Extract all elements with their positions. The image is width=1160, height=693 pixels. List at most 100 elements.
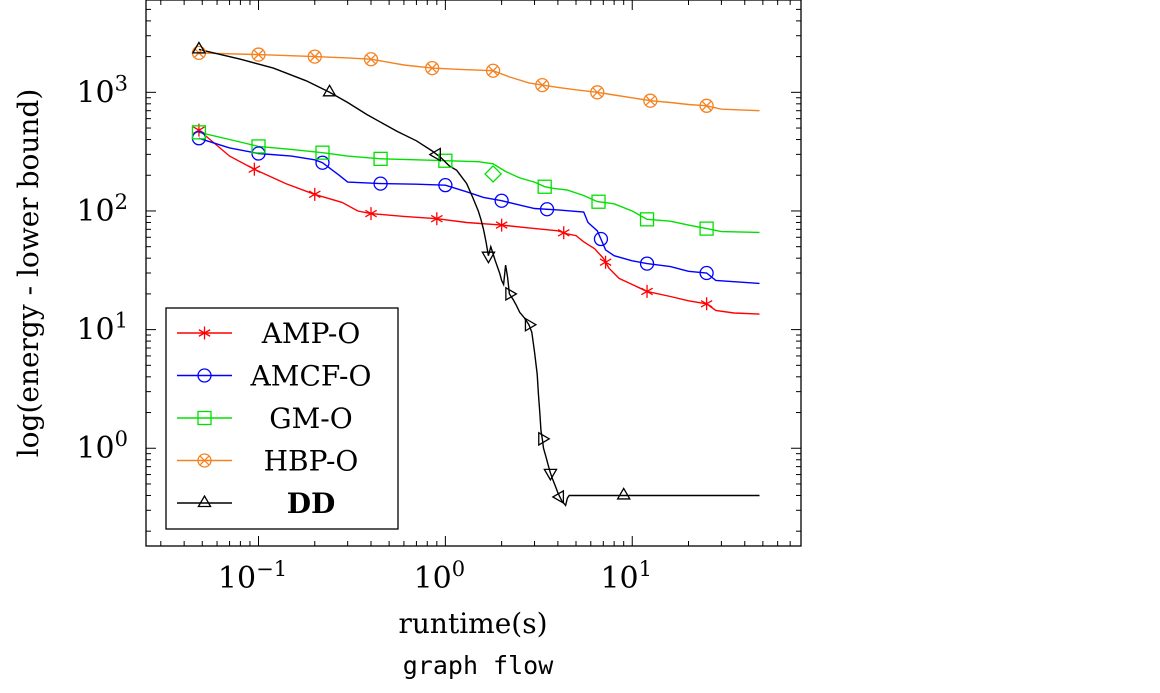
star-marker-stroke xyxy=(248,165,261,173)
circle-x-cross xyxy=(365,54,377,65)
legend-label-dd: DD xyxy=(287,487,336,520)
chart-caption: graph flow xyxy=(403,651,554,680)
triangle-marker xyxy=(543,468,558,482)
series-line-amcf-o xyxy=(198,137,760,285)
square-marker xyxy=(373,151,388,166)
x-tick-label: 101 xyxy=(600,557,652,596)
y-tick-exponent: 2 xyxy=(115,190,128,214)
x-tick-exponent: 1 xyxy=(639,557,652,581)
x-tick-exponent: −1 xyxy=(256,557,287,581)
legend-label-hbp-o: HBP-O xyxy=(264,445,359,478)
square-marker xyxy=(191,125,207,140)
circle-x-cross xyxy=(537,80,548,91)
square-marker xyxy=(197,410,212,426)
circle-marker xyxy=(197,368,212,383)
star-marker-stroke xyxy=(599,258,612,267)
triangle-marker xyxy=(551,489,565,505)
ticks-layer xyxy=(146,0,802,546)
circle-marker xyxy=(315,155,330,170)
marker-layer xyxy=(191,41,714,505)
y-tick-label: 100 xyxy=(76,427,128,466)
legend: AMP-O AMCF-O GM-O HBP-O DD xyxy=(165,307,399,530)
y-tick-label: 102 xyxy=(76,190,128,229)
y-tick-label: 101 xyxy=(76,309,128,348)
star-marker-stroke xyxy=(641,287,653,296)
series-markers-gm-o xyxy=(191,125,714,236)
series-line-hbp-o xyxy=(198,52,760,112)
square-marker xyxy=(537,179,552,194)
series-line-dd xyxy=(198,48,760,507)
legend-marker-gm-o xyxy=(197,410,212,426)
legend-marker-amp-o xyxy=(198,326,211,340)
series-layer xyxy=(198,48,760,507)
series-markers-hbp-o xyxy=(191,45,714,113)
square-marker xyxy=(438,153,453,168)
legend-marker-dd xyxy=(197,494,212,508)
circle-x-cross xyxy=(645,95,656,106)
star-marker-stroke xyxy=(308,190,321,199)
circle-x-marker xyxy=(251,47,266,62)
star-marker-stroke xyxy=(700,299,713,308)
circle-x-marker xyxy=(425,60,440,76)
y-tick-exponent: 0 xyxy=(115,427,128,451)
series-line-gm-o xyxy=(198,131,760,234)
circle-x-marker xyxy=(485,63,501,78)
circle-x-cross xyxy=(701,100,712,111)
triangle-marker xyxy=(191,41,207,54)
triangle-marker xyxy=(428,147,441,162)
circle-marker xyxy=(699,265,714,281)
circle-x-cross xyxy=(592,87,603,98)
circle-x-cross xyxy=(488,65,499,76)
triangle-marker xyxy=(481,251,496,264)
legend-marker-amcf-o xyxy=(197,368,212,383)
circle-x-cross xyxy=(309,51,320,62)
circle-x-marker xyxy=(535,77,550,93)
x-tick-exponent: 0 xyxy=(452,557,465,581)
square-marker xyxy=(639,212,655,227)
square-marker xyxy=(591,194,606,209)
x-axis-label: runtime(s) xyxy=(399,607,548,640)
y-axis-label: log(energy - lower bound) xyxy=(12,89,45,458)
y-tick-label: 103 xyxy=(76,71,128,110)
triangle-marker xyxy=(538,431,551,447)
triangle-marker xyxy=(616,487,631,500)
circle-x-marker xyxy=(307,49,322,64)
star-marker-stroke xyxy=(495,221,508,229)
star-marker-stroke xyxy=(198,329,211,337)
star-marker-stroke xyxy=(557,228,570,237)
circle-marker xyxy=(539,202,555,217)
circle-marker xyxy=(373,176,388,191)
y-tick-exponent: 1 xyxy=(115,309,128,333)
square-marker xyxy=(315,145,330,160)
circle-x-marker xyxy=(699,98,714,113)
triangle-marker xyxy=(322,84,337,97)
circle-x-marker xyxy=(197,453,212,468)
square-marker xyxy=(699,221,714,236)
circle-marker xyxy=(639,256,655,271)
circle-x-marker xyxy=(590,85,605,100)
series-line-amp-o xyxy=(198,129,760,315)
circle-x-cross xyxy=(199,455,210,466)
x-tick-label: 100 xyxy=(414,557,466,596)
circle-marker xyxy=(438,178,453,193)
triangle-marker xyxy=(524,317,538,332)
circle-x-cross xyxy=(427,63,438,74)
plot-frame xyxy=(145,0,802,547)
circle-marker xyxy=(593,231,609,247)
circle-x-cross xyxy=(253,49,264,60)
legend-label-amp-o: AMP-O xyxy=(261,317,361,350)
series-markers-amp-o xyxy=(192,123,713,311)
legend-marker-hbp-o xyxy=(197,453,212,468)
series-markers-dd xyxy=(191,41,631,505)
circle-marker xyxy=(494,193,509,208)
legend-label-amcf-o: AMCF-O xyxy=(250,360,372,393)
triangle-marker xyxy=(505,286,518,302)
diamond-marker xyxy=(484,165,502,183)
circle-x-marker xyxy=(363,52,379,67)
square-marker xyxy=(251,139,266,154)
circle-x-marker xyxy=(643,93,658,108)
star-marker-stroke xyxy=(430,214,443,223)
x-tick-label: 10−1 xyxy=(218,557,287,596)
triangle-marker xyxy=(197,494,212,508)
